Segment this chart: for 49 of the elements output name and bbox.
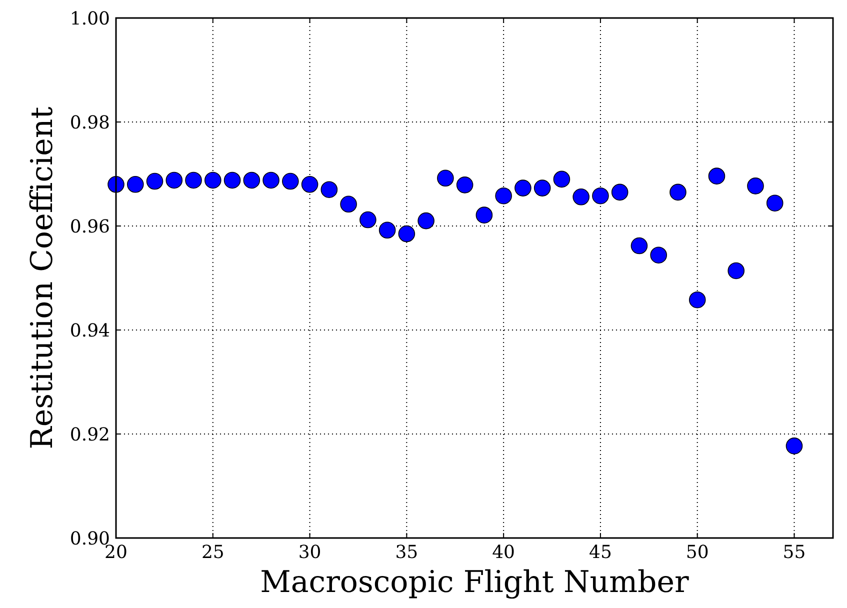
point [650,246,667,264]
x-tick-label: 25 [201,542,224,563]
point [301,176,318,193]
y-tick-label: 0.96 [70,216,110,238]
point [786,438,803,454]
point [378,222,396,239]
y-tick-label: 0.98 [70,112,110,134]
point [553,170,570,188]
point [320,181,338,198]
point [456,176,474,194]
point [611,184,628,201]
y-axis-title: Restitution Coefficient [25,106,60,450]
point [766,194,784,212]
point [166,172,183,189]
point [688,291,706,308]
point [340,196,357,213]
y-tick-label: 0.94 [70,320,110,342]
point [185,172,202,189]
point [204,172,222,189]
point [708,168,726,184]
x-tick-label: 55 [782,542,806,563]
point [243,172,260,189]
x-axis-title: Macroscopic Flight Number [260,565,690,600]
point [262,172,280,189]
x-tick-label: 30 [298,542,322,563]
point [495,187,512,204]
point [282,172,299,190]
point [126,176,144,193]
point [437,170,454,187]
point [476,206,493,224]
point [747,178,764,194]
point [398,225,416,242]
point [670,184,686,201]
point [224,172,241,189]
y-tick-label: 0.92 [70,424,110,446]
point [360,211,376,228]
x-tick-label: 45 [589,542,612,563]
point [534,180,551,196]
x-tick-label: 40 [492,542,516,563]
point [514,180,532,196]
point [146,172,164,190]
x-tick-label: 35 [395,542,418,563]
point [572,188,590,206]
point [728,262,745,280]
y-tick-label: 1.00 [70,8,110,30]
point [592,187,609,204]
x-tick-label: 50 [686,542,709,563]
point [418,212,434,230]
point [630,237,648,254]
